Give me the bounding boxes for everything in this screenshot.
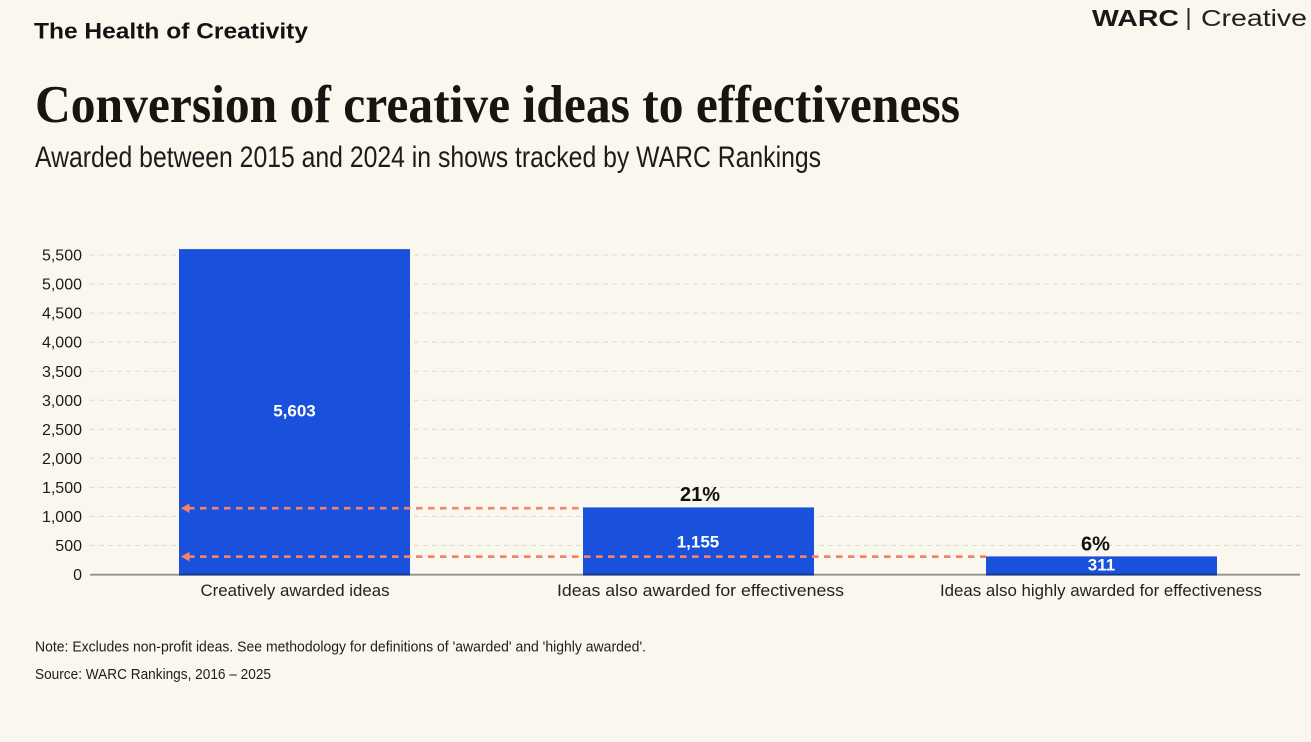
svg-text:1,155: 1,155 [677,533,720,552]
svg-text:3,500: 3,500 [42,364,82,381]
svg-text:2,000: 2,000 [42,451,82,468]
svg-text:Creatively awarded ideas: Creatively awarded ideas [201,581,390,600]
svg-text:Creative: Creative [1201,5,1307,31]
svg-text:Note: Excludes non-profit idea: Note: Excludes non-profit ideas. See met… [35,640,646,656]
svg-text:0: 0 [73,567,82,584]
svg-text:Ideas also awarded for effecti: Ideas also awarded for effectiveness [557,581,844,600]
svg-text:5,000: 5,000 [42,277,82,294]
svg-text:Source: WARC Rankings, 2016 –: Source: WARC Rankings, 2016 – 2025 [35,667,271,683]
svg-text:21%: 21% [680,484,720,506]
svg-text:Conversion of creative ideas t: Conversion of creative ideas to effectiv… [35,76,960,134]
svg-text:1,500: 1,500 [42,480,82,497]
svg-text:Ideas also highly awarded for: Ideas also highly awarded for effectiven… [940,581,1262,600]
svg-text:311: 311 [1088,555,1115,574]
svg-text:4,000: 4,000 [42,335,82,352]
svg-text:6%: 6% [1081,534,1110,556]
svg-text:The Health of Creativity: The Health of Creativity [34,19,309,44]
svg-text:5,603: 5,603 [273,402,316,421]
svg-text:WARC: WARC [1092,5,1179,31]
svg-text:Awarded between 2015 and 2024: Awarded between 2015 and 2024 in shows t… [35,141,821,174]
svg-text:3,000: 3,000 [42,393,82,410]
svg-text:1,000: 1,000 [42,509,82,526]
svg-text:500: 500 [55,538,82,555]
svg-text:4,500: 4,500 [42,306,82,323]
svg-text:5,500: 5,500 [42,248,82,265]
svg-text:2,500: 2,500 [42,422,82,439]
